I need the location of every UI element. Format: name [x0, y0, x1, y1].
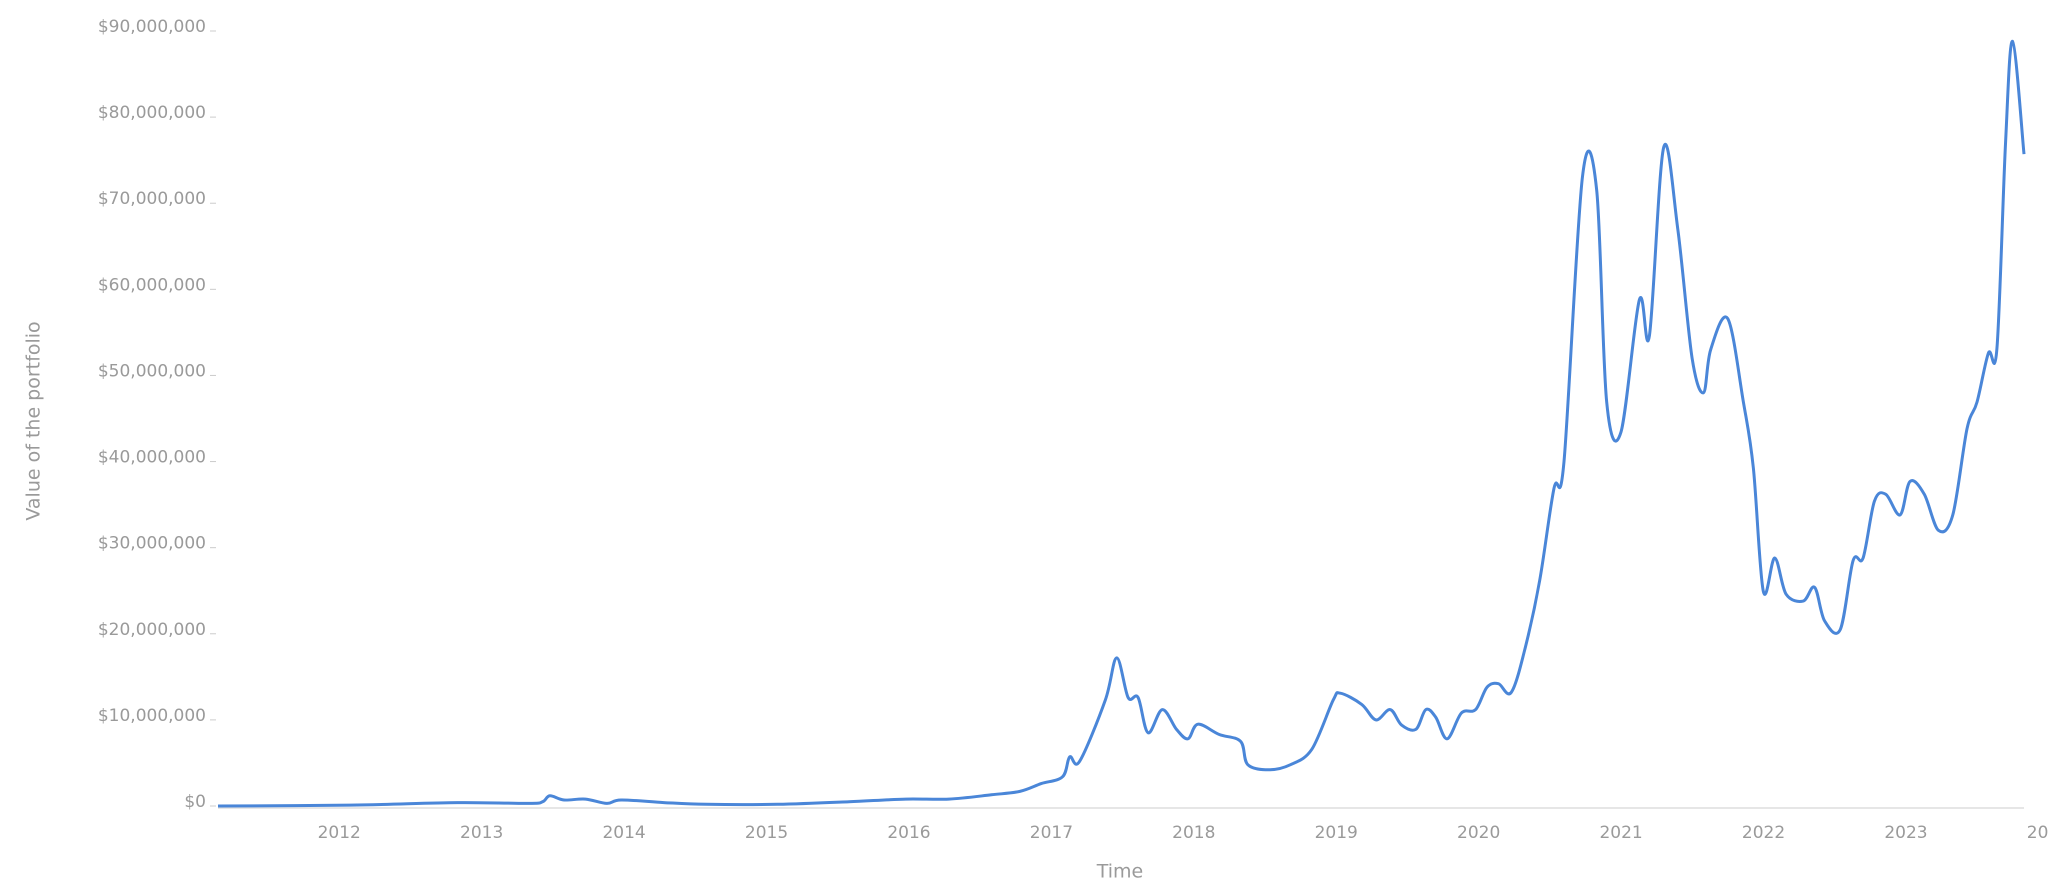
x-tick-label: 2013 [460, 823, 503, 843]
y-tick-label: $60,000,000 [98, 275, 206, 295]
x-tick-label: 2021 [1599, 823, 1642, 843]
y-tick-label: $80,000,000 [98, 103, 206, 123]
y-tick-label: $50,000,000 [98, 361, 206, 381]
x-tick-label: 2012 [318, 823, 361, 843]
y-tick-label: $10,000,000 [98, 706, 206, 726]
x-tick-label: 2022 [1742, 823, 1785, 843]
x-tick-label: 2014 [602, 823, 645, 843]
x-tick-label: 2019 [1315, 823, 1358, 843]
x-tick-label: 2024 [2027, 823, 2048, 843]
x-tick-label: 2018 [1172, 823, 1215, 843]
x-tick-label: 2023 [1884, 823, 1927, 843]
y-tick-label: $40,000,000 [98, 448, 206, 468]
x-tick-label: 2015 [745, 823, 788, 843]
x-tick-label: 2017 [1030, 823, 1073, 843]
line-series [217, 39, 2026, 808]
y-tick-label: $20,000,000 [98, 620, 206, 640]
y-tick-label: $30,000,000 [98, 534, 206, 554]
y-tick-label: $90,000,000 [98, 17, 206, 37]
x-tick-label: 2020 [1457, 823, 1500, 843]
x-tick-label: 2016 [887, 823, 930, 843]
x-axis-title: Time [1096, 861, 1144, 883]
y-tick-label: $70,000,000 [98, 189, 206, 209]
y-axis-title: Value of the portfolio [23, 321, 45, 520]
y-tick-label: $0 [184, 792, 206, 812]
